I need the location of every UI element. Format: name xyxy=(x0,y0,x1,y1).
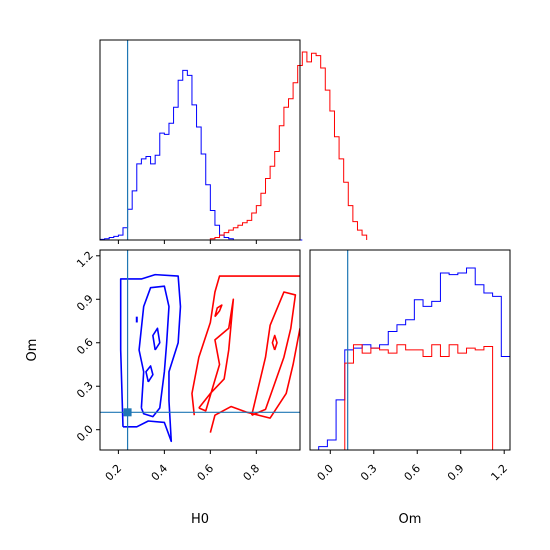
x-axis-label-om: Om xyxy=(399,512,422,527)
red-small-contour xyxy=(214,304,223,318)
om-hist-tick-label: 0.9 xyxy=(445,462,467,484)
h0-histogram-frame xyxy=(99,39,301,241)
om-histogram-red xyxy=(318,344,510,450)
blue-outer-contour xyxy=(119,273,182,443)
om-hist-tick-label: 0.3 xyxy=(358,462,380,484)
om-tick-label: 0.3 xyxy=(74,379,96,401)
om-tick-label: 0.6 xyxy=(74,336,96,358)
h0-om-contour-panel: 0.2 0.4 0.6 0.8 0.0 0.3 0.6 0.9 1.2 H0 Om xyxy=(25,249,301,527)
red-small-contour xyxy=(271,334,278,351)
om-histogram-blue xyxy=(318,267,510,450)
red-lower-contour xyxy=(209,328,300,433)
blue-small-contour xyxy=(152,327,161,351)
red-inner-contour-2 xyxy=(250,291,297,416)
h0-histogram-panel xyxy=(99,39,368,244)
om-tick-label: 1.2 xyxy=(74,249,96,271)
h0-histogram-blue xyxy=(99,69,303,241)
y-axis-label-om: Om xyxy=(25,339,40,362)
om-histogram-panel: 0.0 0.3 0.6 0.9 1.2 Om xyxy=(309,249,511,527)
h0-tick-label: 0.4 xyxy=(149,462,171,484)
om-hist-tick-label: 0.6 xyxy=(402,462,424,484)
red-outer-contour xyxy=(191,275,300,416)
blue-inner-contour xyxy=(138,285,170,418)
truth-marker xyxy=(123,408,132,417)
om-histogram-frame xyxy=(309,249,511,451)
h0-histogram-red xyxy=(100,51,368,241)
blue-small-contour xyxy=(145,365,154,383)
om-tick-label: 0.9 xyxy=(74,292,96,314)
om-hist-tick-label: 0.0 xyxy=(315,462,337,484)
h0-tick-label: 0.6 xyxy=(195,462,217,484)
h0-tick-label: 0.2 xyxy=(103,462,125,484)
contour-frame xyxy=(99,249,301,451)
h0-tick-label: 0.8 xyxy=(241,462,263,484)
om-hist-tick-label: 1.2 xyxy=(488,462,510,484)
om-tick-label: 0.0 xyxy=(74,423,96,445)
x-axis-label-h0: H0 xyxy=(191,512,209,527)
red-inner-contour xyxy=(198,298,235,412)
